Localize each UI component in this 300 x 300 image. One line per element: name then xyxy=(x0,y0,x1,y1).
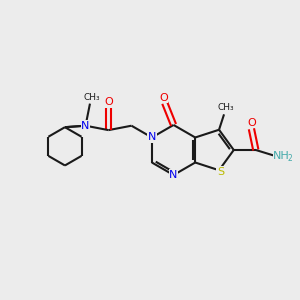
Text: N: N xyxy=(169,170,178,180)
Text: CH₃: CH₃ xyxy=(217,103,234,112)
Text: O: O xyxy=(104,97,113,107)
Text: N: N xyxy=(81,121,90,131)
Text: O: O xyxy=(247,118,256,128)
Text: 2: 2 xyxy=(288,154,293,163)
Text: O: O xyxy=(159,93,168,103)
Text: CH₃: CH₃ xyxy=(83,93,100,102)
Text: S: S xyxy=(217,167,224,177)
Text: NH: NH xyxy=(273,151,290,161)
Text: N: N xyxy=(148,133,156,142)
